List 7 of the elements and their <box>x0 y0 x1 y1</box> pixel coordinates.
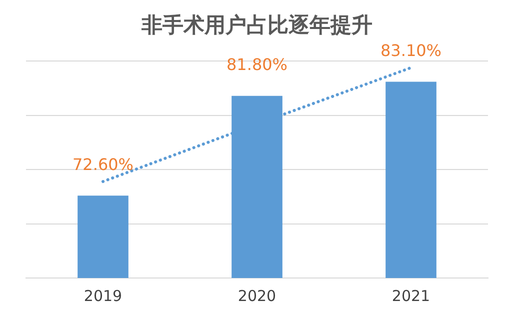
x-tick-label: 2019 <box>84 286 122 305</box>
x-tick-label: 2021 <box>392 286 430 305</box>
data-label: 72.60% <box>72 154 134 174</box>
data-label: 81.80% <box>226 55 288 74</box>
data-label: 83.10% <box>380 40 442 60</box>
x-tick-label: 2020 <box>238 286 276 305</box>
chart-title: 非手术用户占比逐年提升 <box>140 12 372 38</box>
